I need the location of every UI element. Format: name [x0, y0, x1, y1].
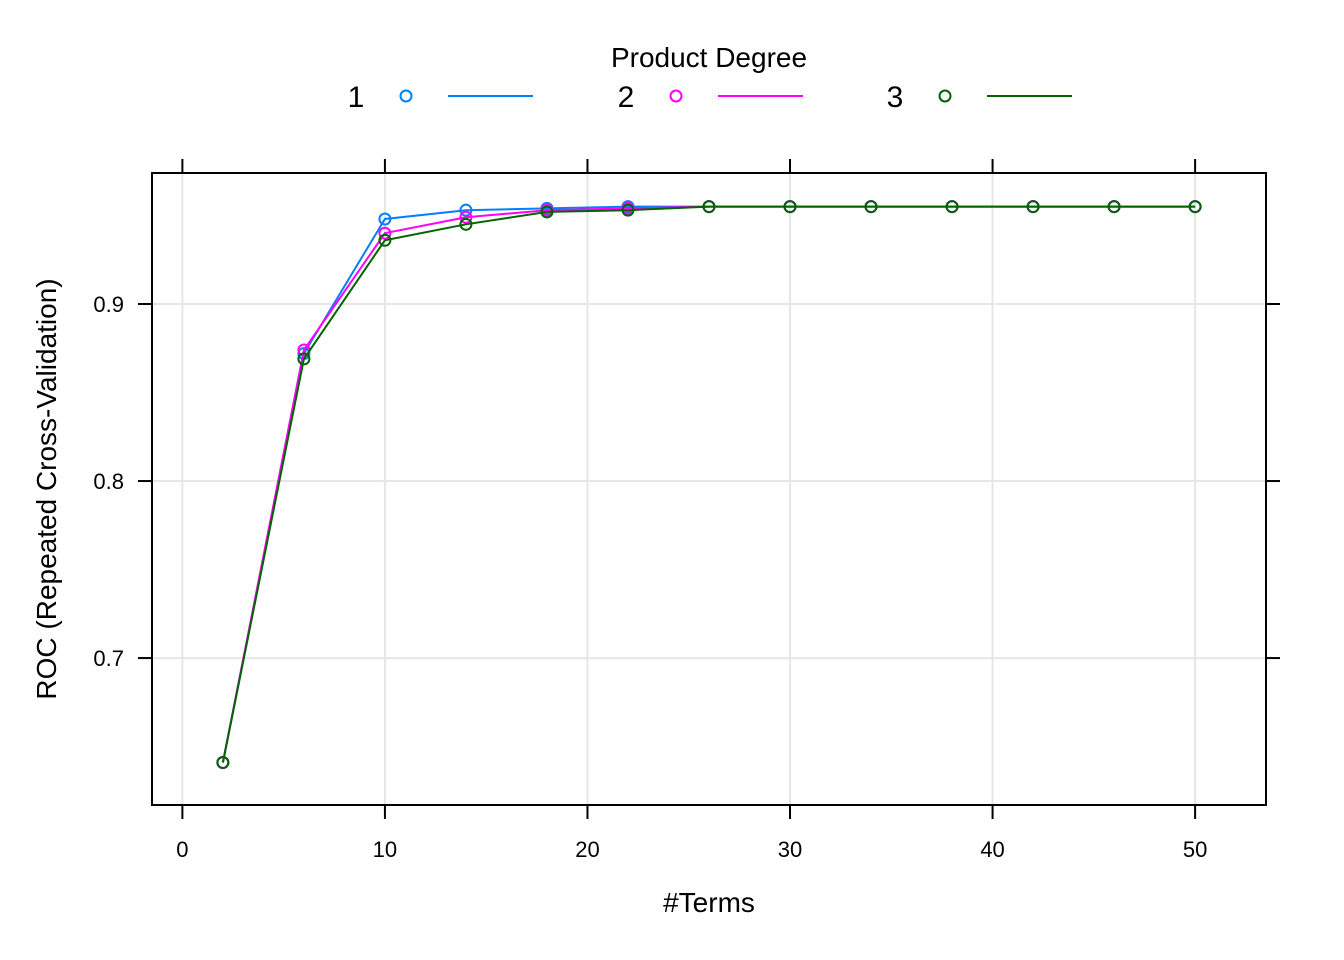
series-3-point: [1188, 200, 1202, 214]
x-tick-label: 20: [575, 837, 599, 862]
series-1: [216, 200, 1202, 770]
series-3-point: [297, 352, 311, 366]
legend-title: Product Degree: [611, 42, 807, 73]
series-1-point: [459, 203, 473, 217]
legend-marker: [938, 89, 952, 103]
series-3-point: [216, 756, 230, 770]
legend-item-2: 2: [618, 81, 803, 114]
series-3-line: [221, 205, 1196, 763]
series-3-point: [540, 205, 554, 219]
x-tick-label: 0: [176, 837, 188, 862]
series-layer: [216, 200, 1202, 770]
legend-label: 1: [348, 81, 365, 114]
series-3-point: [1026, 200, 1040, 214]
y-tick-label: 0.9: [93, 292, 124, 317]
x-tick-label: 10: [373, 837, 397, 862]
legend-item-1: 1: [348, 81, 533, 114]
series-2-line: [221, 205, 1196, 763]
ticks-layer: 0 10 20 30 40 50 0.7 0.8 0.9: [93, 159, 1280, 862]
series-3-point: [783, 200, 797, 214]
grid-lines: [152, 173, 1266, 805]
series-1-point: [378, 212, 392, 226]
series-3-point: [459, 217, 473, 231]
plot-frame: [151, 172, 1267, 806]
x-tick-label: 50: [1183, 837, 1207, 862]
series-3-point: [945, 200, 959, 214]
legend-item-3: 3: [887, 81, 1072, 114]
legend-marker: [669, 89, 683, 103]
series-2: [216, 200, 1202, 770]
y-axis-label: ROC (Repeated Cross-Validation): [31, 278, 62, 699]
y-tick-label: 0.7: [93, 646, 124, 671]
x-tick-label: 40: [980, 837, 1004, 862]
x-tick-label: 30: [778, 837, 802, 862]
y-tick-label: 0.8: [93, 469, 124, 494]
series-3: [216, 200, 1202, 770]
series-3-point: [378, 233, 392, 247]
legend: Product Degree 1 2 3: [348, 42, 1072, 114]
legend-marker: [399, 89, 413, 103]
legend-label: 3: [887, 81, 904, 114]
series-3-point: [702, 200, 716, 214]
legend-label: 2: [618, 81, 635, 114]
series-1-line: [221, 205, 1196, 763]
series-2-point: [459, 210, 473, 224]
x-axis-label: #Terms: [663, 887, 755, 918]
series-2-point: [378, 226, 392, 240]
series-3-point: [864, 200, 878, 214]
series-3-point: [1107, 200, 1121, 214]
series-3-point: [621, 203, 635, 217]
